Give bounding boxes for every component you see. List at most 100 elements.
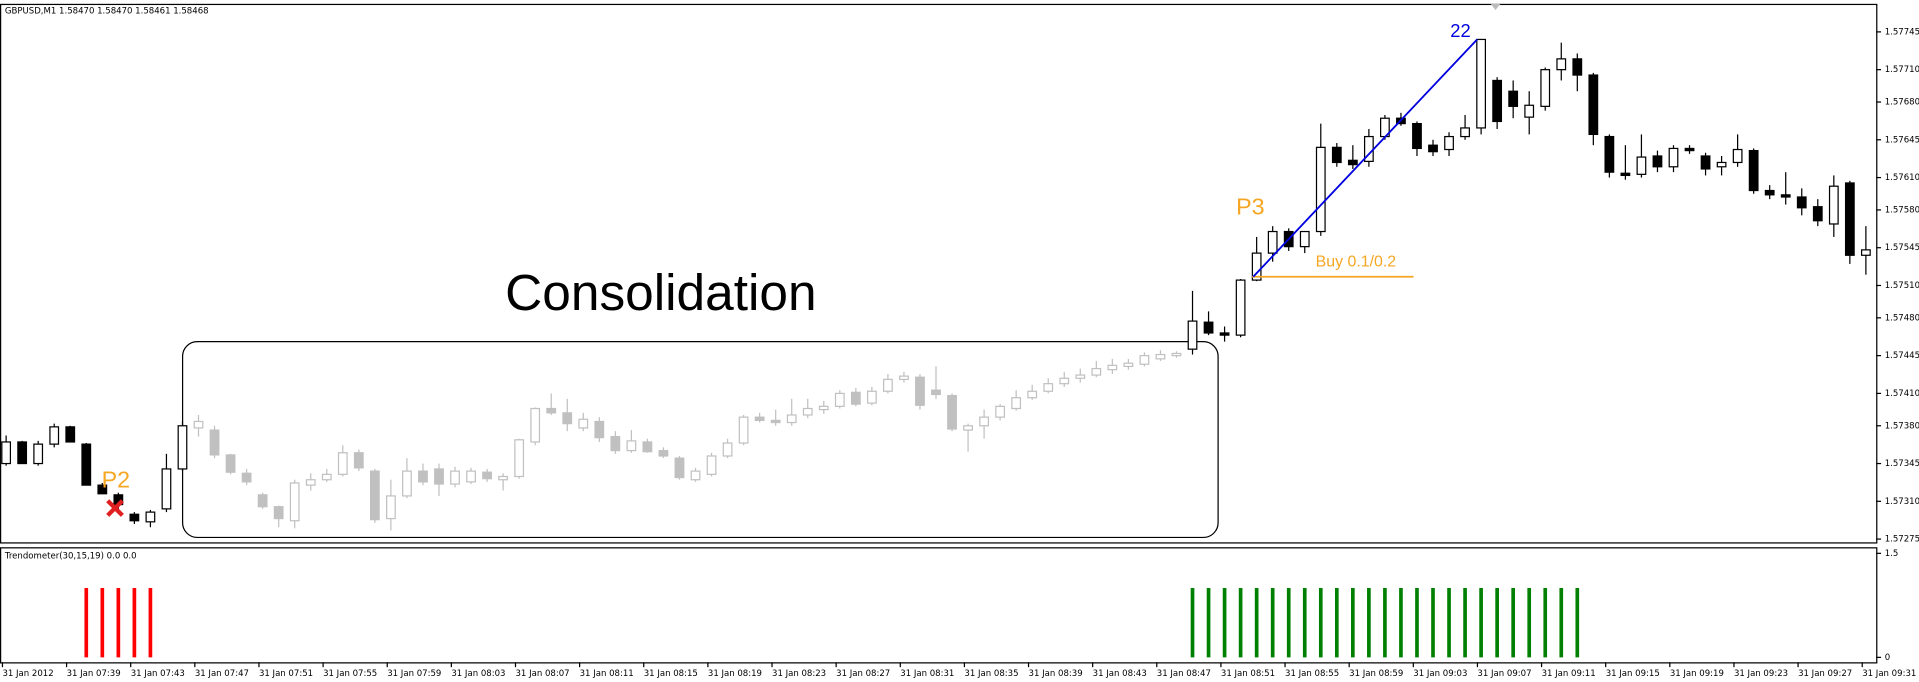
- x-tick-label: 31 Jan 09:27: [1798, 669, 1852, 679]
- candle-body: [1652, 155, 1663, 168]
- candle-body: [49, 426, 60, 445]
- candle-body: [1844, 182, 1855, 256]
- x-tick-label: 31 Jan 08:03: [451, 669, 505, 679]
- x-tick-label: 31 Jan 07:43: [131, 669, 185, 679]
- candle-body: [145, 511, 156, 523]
- x-tick-label: 31 Jan 08:31: [900, 669, 954, 679]
- plot: 1.57275 1.57310 1.57345 1.57380 1.57410 1.574…: [1, 27, 1919, 679]
- candle-body: [562, 412, 573, 425]
- candle-body: [578, 418, 589, 429]
- y-tick-label: 1.57580: [1885, 205, 1919, 215]
- candle-body: [17, 441, 28, 465]
- candle-body: [1476, 38, 1487, 129]
- indicator-bar: [1302, 588, 1307, 658]
- x-tick-label: 31 Jan 09:19: [1670, 669, 1724, 679]
- candle-body: [498, 475, 509, 481]
- candle-body: [866, 390, 877, 404]
- chart-title: GBPUSD,M1 1.58470 1.58470 1.58461 1.5846…: [5, 7, 209, 17]
- indicator-bar: [1415, 588, 1419, 658]
- candle-body: [1107, 364, 1118, 371]
- candle-body: [1588, 74, 1599, 136]
- annotation: P2: [102, 466, 130, 492]
- candle-body: [754, 416, 765, 421]
- candle-body: [594, 420, 605, 439]
- candle-body: [434, 468, 444, 485]
- candle-body: [97, 484, 108, 495]
- y-tick-label: 1.5: [1885, 549, 1899, 559]
- candle-body: [963, 425, 973, 431]
- candle-body: [1155, 353, 1166, 360]
- candle-body: [1315, 146, 1326, 233]
- candle-body: [337, 452, 348, 475]
- candle-body: [1668, 147, 1679, 168]
- x-tick-label: 31 Jan 08:11: [580, 669, 634, 679]
- candle-body: [257, 494, 268, 508]
- candle-body: [1059, 377, 1070, 385]
- candle-body: [209, 429, 220, 456]
- candle-body: [802, 407, 813, 416]
- indicator-bar: [1383, 588, 1387, 658]
- candle-body: [1139, 355, 1150, 365]
- candle-body: [786, 414, 797, 424]
- y-tick-label: 1.57480: [1885, 313, 1919, 323]
- candle-body: [1684, 147, 1695, 152]
- candle-body: [626, 440, 637, 452]
- candle-body: [1748, 149, 1759, 192]
- region-label: Consolidation: [505, 263, 816, 321]
- candle-body: [658, 449, 669, 457]
- candle-body: [915, 376, 925, 406]
- y-tick-label: 1.57680: [1885, 98, 1919, 108]
- x-tick-label: 31 Jan 08:55: [1285, 669, 1339, 679]
- indicator-bar: [1367, 588, 1371, 658]
- y-tick-label: 1.57345: [1885, 459, 1919, 469]
- candle-body: [1412, 123, 1422, 150]
- candle-body: [1604, 135, 1615, 173]
- indicator-bar: [1270, 588, 1275, 658]
- candle-body: [1011, 397, 1022, 410]
- candle-body: [1732, 148, 1743, 164]
- x-tick-label: 31 Jan 09:31: [1862, 669, 1916, 679]
- x-tick-label: 31 Jan 09:23: [1734, 669, 1788, 679]
- candle-body: [1171, 352, 1182, 357]
- candle-body: [1267, 230, 1278, 254]
- x-tick-label: 31 Jan 08:59: [1349, 669, 1403, 679]
- main-panel-frame: [0, 3, 1878, 544]
- candle-body: [466, 470, 476, 483]
- candle-body: [1524, 104, 1535, 118]
- candle-body: [770, 419, 781, 424]
- candle-body: [1235, 279, 1246, 336]
- candle-body: [1796, 196, 1807, 209]
- indicator-bar: [1463, 588, 1467, 658]
- indicator-bar: [116, 588, 121, 658]
- cross-marker: [106, 499, 124, 517]
- candle-body: [369, 470, 380, 521]
- candle-body: [1123, 362, 1134, 368]
- x-tick-label: 31 Jan 09:15: [1606, 669, 1660, 679]
- candle-body: [1716, 161, 1727, 168]
- x-tick-label: 31 Jan 08:27: [836, 669, 890, 679]
- indicator-bar: [1399, 588, 1403, 658]
- candle-body: [1203, 321, 1214, 334]
- indicator-bar: [1559, 588, 1564, 658]
- indicator-bar: [1479, 588, 1483, 658]
- candle-body: [1, 441, 12, 465]
- candle-body: [33, 443, 44, 465]
- candle-body: [161, 468, 172, 510]
- indicator-bar: [1575, 588, 1580, 658]
- trend-line: [1252, 38, 1478, 278]
- y-tick-label: 1.57410: [1885, 389, 1919, 399]
- x-tick-label: 31 Jan 09:03: [1413, 669, 1467, 679]
- candle-body: [241, 472, 252, 483]
- indicator-bar: [84, 588, 89, 658]
- candle-body: [530, 407, 541, 443]
- candle-body: [834, 392, 845, 407]
- indicator-bar: [1447, 588, 1451, 658]
- candle-body: [193, 420, 204, 429]
- candle-body: [65, 426, 76, 443]
- candle-body: [129, 513, 140, 522]
- indicator-bar: [1334, 588, 1339, 658]
- candle-body: [305, 479, 316, 486]
- indicator-bar: [1495, 588, 1499, 658]
- candle-body: [642, 441, 653, 453]
